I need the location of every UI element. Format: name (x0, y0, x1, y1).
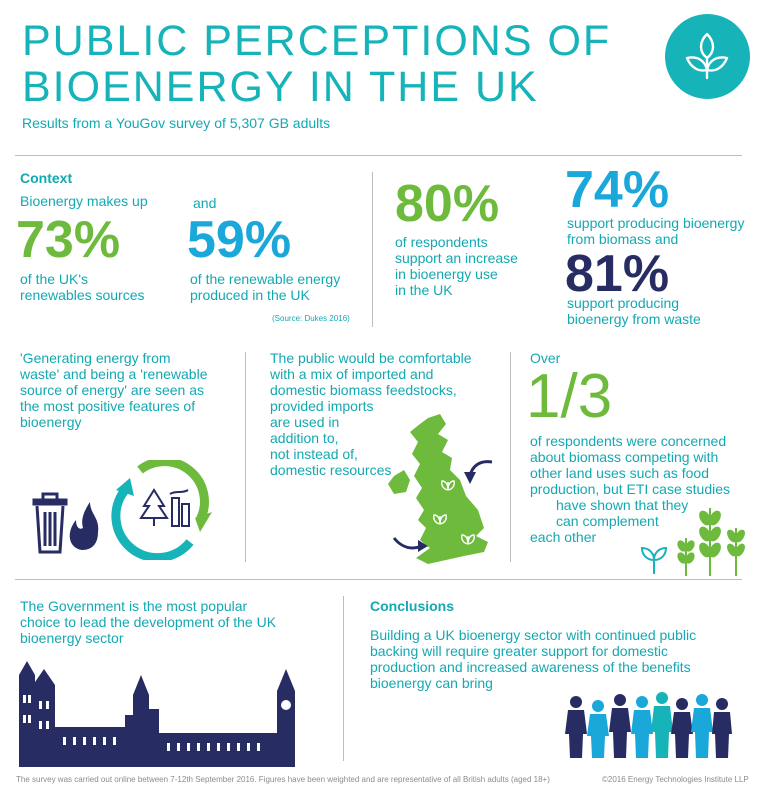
waste-illustration (32, 460, 212, 560)
stat-74-desc: support producing bioenergy from biomass… (567, 215, 745, 247)
divider (343, 596, 344, 761)
people-icon (565, 692, 732, 758)
conclusions-text: Building a UK bioenergy sector with cont… (370, 627, 697, 691)
government-text: The Government is the most popular choic… (20, 598, 277, 646)
stat-81-desc: support producing bioenergy from waste (567, 295, 701, 327)
page-title: PUBLIC PERCEPTIONS OF BIOENERGY IN THE U… (22, 17, 612, 111)
logo (665, 14, 750, 99)
stat-81: 81% (565, 245, 670, 303)
recycle-arrows-icon (111, 460, 212, 560)
divider (15, 155, 742, 156)
flame-icon (69, 502, 99, 550)
leaf-icon (433, 480, 475, 545)
land-text: of respondents were concerned about biom… (530, 433, 730, 545)
land-intro: Over (530, 350, 561, 366)
imports-text: The public would be comfortable with a m… (270, 350, 472, 478)
leaf-icon (685, 32, 729, 80)
stat-59-desc: of the renewable energy produced in the … (190, 271, 341, 303)
people-illustration (565, 692, 732, 758)
divider (372, 172, 373, 327)
divider (510, 352, 511, 562)
stat-74: 74% (565, 161, 670, 219)
features-text: 'Generating energy from waste' and being… (20, 350, 208, 430)
subtitle: Results from a YouGov survey of 5,307 GB… (22, 115, 331, 131)
tree-icon (139, 488, 169, 526)
survey-note: The survey was carried out online betwee… (16, 775, 550, 784)
uk-map (388, 414, 493, 564)
source-note: (Source: Dukes 2016) (272, 314, 350, 323)
copyright: ©2016 Energy Technologies Institute LLP (602, 775, 749, 784)
context-heading: Context (20, 170, 73, 186)
arrow-icon (392, 460, 493, 552)
divider (245, 352, 246, 562)
context-intro: Bioenergy makes up (20, 193, 148, 209)
seedling-icon (640, 546, 668, 574)
trash-bin-icon (32, 492, 68, 554)
factory-icon (169, 489, 190, 527)
stat-59: 59% (187, 211, 292, 269)
stat-80-desc: of respondents support an increase in bi… (395, 234, 518, 298)
stat-73-desc: of the UK's renewables sources (20, 271, 145, 303)
stat-73: 73% (16, 211, 121, 269)
conclusions-heading: Conclusions (370, 598, 455, 614)
crops-illustration (640, 508, 745, 576)
parliament-illustration (19, 661, 295, 767)
context-and: and (193, 195, 217, 211)
divider (15, 579, 742, 580)
stat-one-third: 1/3 (526, 362, 613, 431)
stat-80: 80% (395, 175, 500, 233)
wheat-icon (677, 508, 745, 576)
